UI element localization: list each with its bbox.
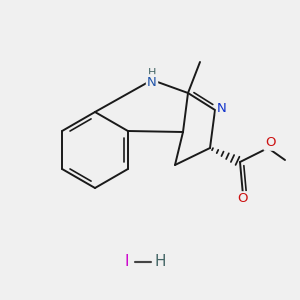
Text: H: H <box>148 68 156 78</box>
Text: O: O <box>238 193 248 206</box>
Text: N: N <box>217 101 227 115</box>
Text: O: O <box>265 136 275 149</box>
Text: H: H <box>154 254 166 269</box>
Text: I: I <box>125 254 129 269</box>
Text: N: N <box>147 76 157 88</box>
